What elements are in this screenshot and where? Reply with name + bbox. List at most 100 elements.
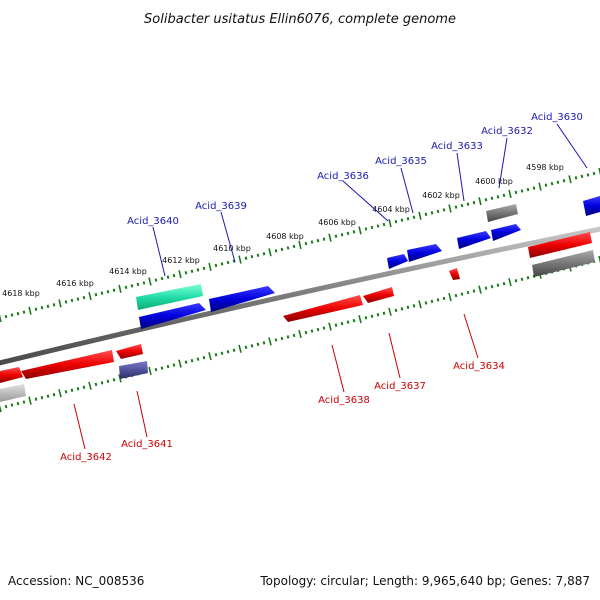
gene-label-acid-3630[interactable]: Acid_3630 bbox=[531, 112, 583, 123]
gene-acid-3632b-arrow[interactable] bbox=[491, 224, 521, 241]
minor-tick bbox=[196, 357, 200, 361]
minor-tick bbox=[592, 171, 596, 176]
gene-label-acid-3639[interactable]: Acid_3639 bbox=[195, 201, 247, 212]
minor-tick bbox=[472, 200, 476, 205]
minor-tick bbox=[394, 219, 398, 224]
minor-tick bbox=[232, 348, 236, 352]
gene-acid-3637-arrow[interactable] bbox=[363, 287, 394, 303]
minor-tick bbox=[304, 241, 308, 246]
pseudo-gene-left[interactable] bbox=[0, 384, 26, 402]
gene-label-acid-3640[interactable]: Acid_3640 bbox=[127, 216, 179, 227]
gene-acid-3630-arrow[interactable] bbox=[583, 196, 600, 216]
gene-acid-3639-arrow[interactable] bbox=[209, 286, 275, 312]
gene-label-acid-3642[interactable]: Acid_3642 bbox=[60, 452, 112, 463]
gene-acid-3635-arrow[interactable] bbox=[407, 244, 442, 262]
major-tick bbox=[268, 248, 272, 257]
gene-acid-3640-arrow[interactable] bbox=[139, 303, 206, 329]
minor-tick bbox=[346, 320, 350, 324]
minor-tick bbox=[22, 400, 26, 404]
gene-acid-3642-arrow[interactable] bbox=[21, 350, 114, 379]
minor-tick bbox=[412, 215, 416, 219]
connector-acid-3633 bbox=[456, 152, 465, 202]
minor-tick bbox=[4, 314, 8, 319]
minor-tick bbox=[130, 284, 134, 288]
major-tick bbox=[118, 284, 122, 293]
minor-tick bbox=[454, 205, 458, 209]
minor-tick bbox=[364, 316, 368, 320]
position-label: 4606 kbp bbox=[318, 218, 356, 227]
major-tick bbox=[148, 277, 152, 286]
major-tick bbox=[418, 211, 422, 220]
gene-acid-3632-arrow[interactable] bbox=[486, 204, 518, 222]
pseudo-gene-right[interactable] bbox=[532, 250, 595, 277]
major-tick bbox=[508, 189, 512, 198]
gene-label-acid-3633[interactable]: Acid_3633 bbox=[431, 141, 483, 152]
minor-tick bbox=[490, 284, 494, 289]
minor-tick bbox=[82, 295, 86, 300]
minor-tick bbox=[400, 307, 404, 311]
minor-tick bbox=[364, 227, 368, 231]
minor-tick bbox=[16, 311, 20, 316]
minor-tick bbox=[64, 390, 68, 394]
connector-acid-3634 bbox=[463, 313, 479, 359]
minor-tick bbox=[562, 179, 566, 183]
minor-tick bbox=[40, 395, 44, 400]
minor-tick bbox=[40, 306, 44, 310]
position-label: 4616 kbp bbox=[56, 279, 94, 288]
gene-acid-3641-arrow[interactable] bbox=[116, 344, 143, 359]
gene-label-acid-3636[interactable]: Acid_3636 bbox=[317, 171, 369, 182]
minor-tick bbox=[274, 338, 278, 342]
minor-tick bbox=[214, 353, 218, 357]
minor-tick bbox=[412, 304, 416, 308]
minor-tick bbox=[10, 403, 14, 407]
other-feature-3641[interactable] bbox=[119, 361, 148, 379]
minor-tick bbox=[382, 222, 386, 227]
minor-tick bbox=[274, 249, 278, 253]
minor-tick bbox=[544, 183, 548, 187]
gene-label-acid-3638[interactable]: Acid_3638 bbox=[318, 395, 370, 406]
rna-feature[interactable] bbox=[136, 284, 203, 310]
minor-tick bbox=[460, 292, 464, 296]
minor-tick bbox=[124, 285, 128, 290]
major-tick bbox=[28, 396, 32, 405]
gene-label-acid-3634[interactable]: Acid_3634 bbox=[453, 361, 505, 372]
minor-tick bbox=[526, 276, 530, 280]
major-tick bbox=[568, 175, 572, 184]
minor-tick bbox=[184, 360, 188, 364]
gene-label-acid-3637[interactable]: Acid_3637 bbox=[374, 381, 426, 392]
position-label: 4612 kbp bbox=[162, 256, 200, 265]
reverse-strand-genes bbox=[0, 232, 595, 402]
minor-tick bbox=[256, 253, 260, 257]
major-tick bbox=[598, 255, 600, 264]
gene-acid-3634-arrow[interactable] bbox=[449, 268, 460, 280]
minor-tick bbox=[76, 297, 80, 301]
major-tick bbox=[358, 226, 362, 235]
minor-tick bbox=[34, 397, 38, 401]
minor-tick bbox=[202, 355, 206, 360]
minor-tick bbox=[52, 392, 56, 397]
minor-tick bbox=[136, 282, 140, 287]
gene-acid-3633-arrow[interactable] bbox=[457, 231, 491, 249]
gene-left-edge-arrow[interactable] bbox=[0, 367, 23, 383]
gene-reverse-right-arrow[interactable] bbox=[528, 232, 592, 258]
gene-label-acid-3635[interactable]: Acid_3635 bbox=[375, 156, 427, 167]
gene-acid-3638-arrow[interactable] bbox=[283, 295, 363, 322]
minor-tick bbox=[490, 196, 494, 200]
connector-acid-3642 bbox=[73, 403, 86, 450]
minor-tick bbox=[382, 311, 386, 315]
gene-acid-3636-arrow[interactable] bbox=[387, 254, 408, 269]
minor-tick bbox=[502, 193, 506, 198]
gene-label-acid-3632[interactable]: Acid_3632 bbox=[481, 126, 533, 137]
position-label: 4600 kbp bbox=[475, 177, 513, 186]
gene-label-acid-3641[interactable]: Acid_3641 bbox=[121, 439, 173, 450]
minor-tick bbox=[496, 195, 500, 199]
major-tick bbox=[148, 366, 152, 376]
major-tick bbox=[58, 389, 62, 398]
minor-tick bbox=[160, 366, 164, 370]
major-tick bbox=[538, 182, 542, 191]
connector-acid-3630 bbox=[556, 123, 588, 169]
major-tick bbox=[88, 381, 92, 390]
minor-tick bbox=[76, 387, 80, 391]
